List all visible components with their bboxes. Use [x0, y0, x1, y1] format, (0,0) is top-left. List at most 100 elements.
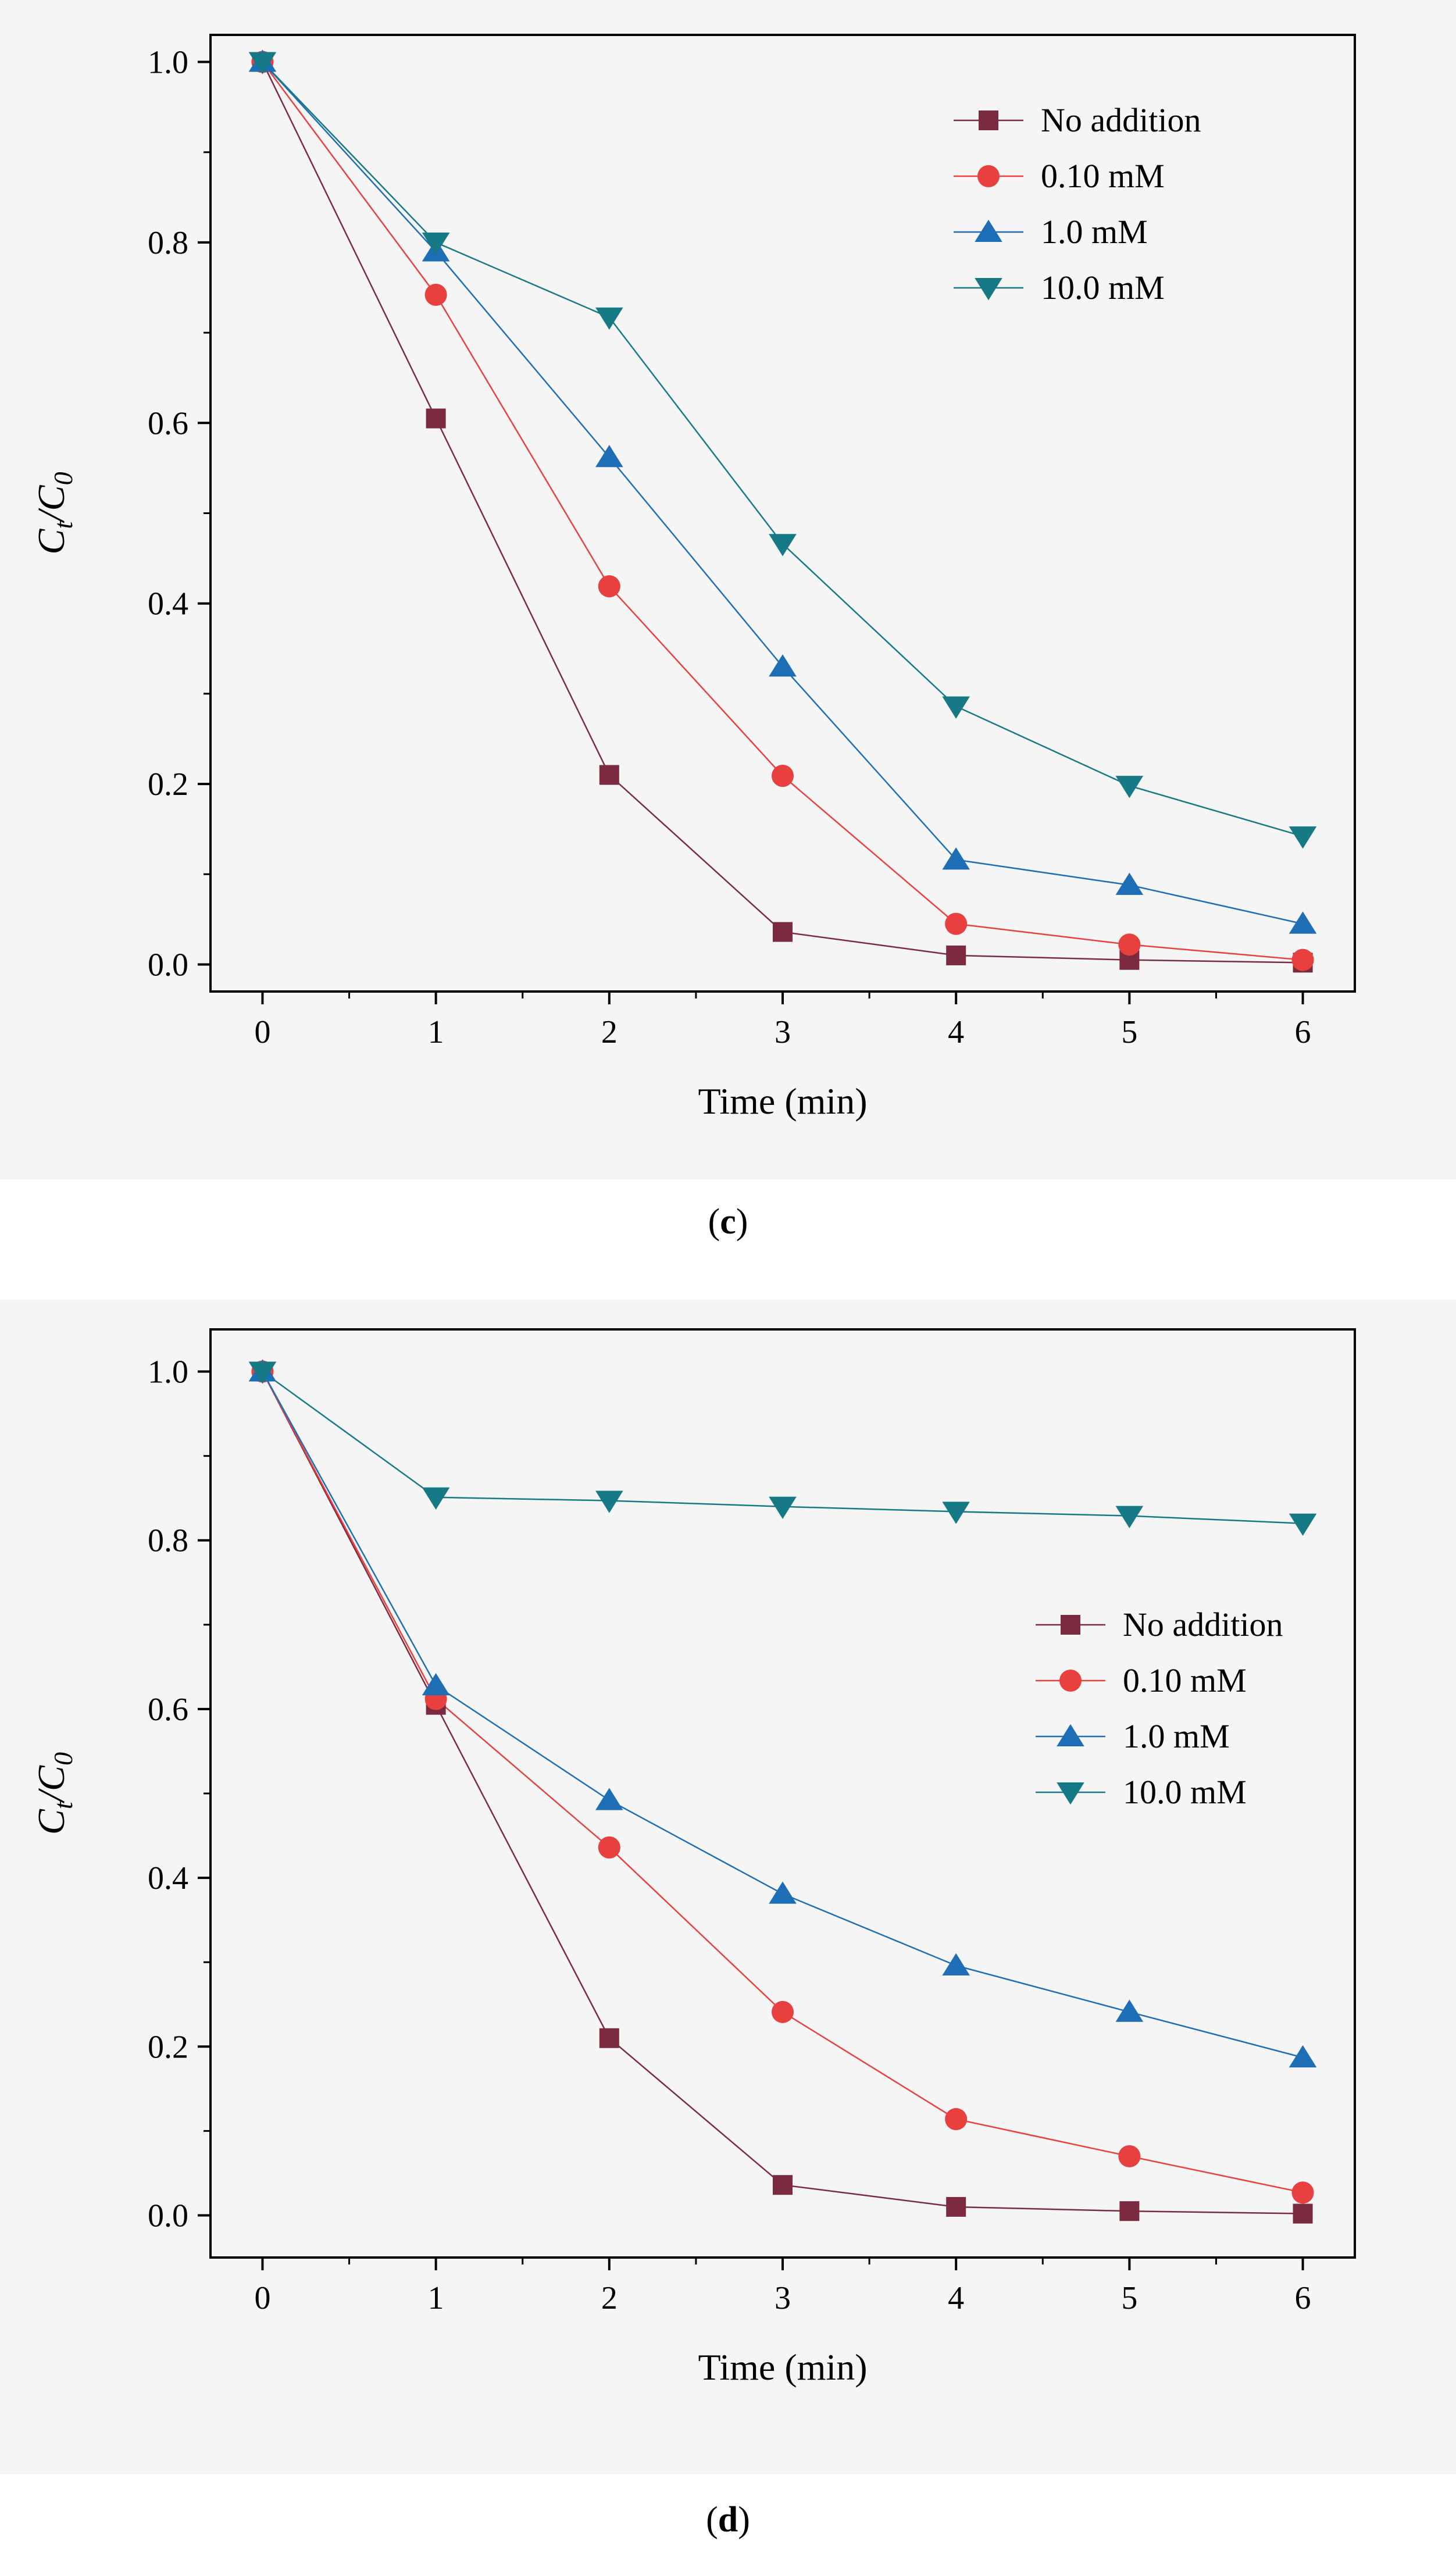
chart0-series-1-point: [1291, 948, 1314, 971]
chart1-y-tick-label: 0.0: [148, 2198, 188, 2234]
chart-d: 0 1 2 3 4 5 6 0.0 0.2 0.4 0.6 0.8 1.0 Time (min) Ct/C0…: [30, 1328, 1356, 2388]
chart1-series-2-point: [595, 1788, 623, 1810]
chart1-x-tick-label: 3: [775, 2280, 791, 2316]
caption-d: (d): [0, 2499, 1456, 2541]
chart1-series-3-point: [595, 1490, 623, 1513]
chart0-y-tick-label: 0.0: [148, 947, 188, 983]
chart1-legend-label: 1.0 mM: [1123, 1717, 1230, 1755]
chart0-series-3-point: [769, 534, 797, 557]
chart0-series-0-line: [262, 62, 1303, 964]
chart0-y-tick-label: 0.2: [148, 766, 188, 803]
chart1-series-2-point: [1115, 1999, 1144, 2022]
chart1-y-tick-label: 0.2: [148, 2029, 188, 2065]
chart1-y-axis-label-part: 0: [48, 1752, 78, 1766]
panel-c-background: [0, 0, 1456, 1179]
chart1-legend-label: 0.10 mM: [1123, 1661, 1247, 1699]
chart1-series-3-point: [1289, 1513, 1317, 1536]
chart1-x-tick-label: 4: [948, 2280, 964, 2316]
chart0-legend-label: No addition: [1041, 101, 1201, 139]
chart1-series-0-point: [1293, 2203, 1313, 2224]
chart0-y-tick-label: 0.8: [148, 225, 188, 261]
chart1-series-0-point: [1119, 2201, 1140, 2221]
chart0-series-0-point: [426, 408, 446, 429]
chart0-series-0-point: [773, 922, 793, 942]
chart0-legend-marker: [979, 110, 998, 130]
chart0-series-2-point: [942, 847, 970, 870]
chart0-series-1-point: [945, 912, 968, 935]
chart1-x-tick-label: 6: [1295, 2280, 1311, 2316]
chart-c: 0 1 2 3 4 5 6 0.0 0.2 0.4 0.6 0.8 1.0 Time (min) Ct/C0…: [30, 34, 1356, 1122]
chart0-series-2-point: [595, 445, 623, 468]
chart1-series-0-point: [946, 2196, 966, 2217]
chart1-x-tick-label: 0: [254, 2280, 270, 2316]
chart0-legend-marker: [977, 165, 1000, 188]
chart1-y-tick-label: 0.4: [148, 1860, 188, 1896]
panel-d-background: [0, 1300, 1456, 2474]
chart0-series-3-point: [422, 232, 450, 255]
chart1-series-3-point: [1115, 1506, 1144, 1528]
chart0-y-axis-label-part: t: [48, 521, 78, 529]
chart1-series-3-point: [769, 1496, 797, 1519]
chart0-series-1-point: [598, 575, 620, 598]
chart1-x-tick-label: 5: [1121, 2280, 1137, 2316]
chart0-series-0-point: [599, 765, 619, 785]
caption-d-close: ): [738, 2500, 750, 2540]
chart0-series-3-point: [248, 52, 277, 74]
caption-d-label: d: [718, 2500, 738, 2540]
chart0-x-tick-label: 1: [428, 1014, 444, 1050]
chart1-series-1-point: [598, 1836, 620, 1859]
chart0-x-tick-label: 3: [775, 1014, 791, 1050]
chart0-series-3-point: [1289, 826, 1317, 849]
chart0-y-tick-label: 0.4: [148, 586, 188, 622]
chart1-series-2-line: [262, 1371, 1303, 2059]
chart0-x-tick-label: 6: [1295, 1014, 1311, 1050]
chart1-legend-marker: [1057, 1782, 1084, 1805]
chart1-series-1-point: [771, 2000, 794, 2023]
chart0-x-tick-label: 0: [254, 1014, 270, 1050]
chart0-legend-label: 1.0 mM: [1041, 213, 1148, 251]
chart0-legend-label: 0.10 mM: [1041, 157, 1165, 195]
chart1-series-3-point: [942, 1502, 970, 1524]
chart0-plot-frame: [209, 34, 1356, 993]
chart0-legend-marker: [975, 278, 1002, 301]
chart1-series-2-point: [769, 1881, 797, 1904]
chart1-y-tick-label: 0.6: [148, 1692, 188, 1728]
caption-c-open: (: [708, 1202, 720, 1242]
chart1-series-3-point: [248, 1361, 277, 1384]
chart0-series-0-point: [946, 945, 966, 965]
chart0-series-3-point: [595, 307, 623, 330]
chart0-y-axis-label-part: C: [30, 529, 73, 555]
chart1-y-axis-label-part: t: [48, 1801, 78, 1809]
chart0-y-tick-label: 0.6: [148, 405, 188, 441]
chart0-series-3-point: [1115, 776, 1144, 798]
chart1-series-0-point: [599, 2028, 619, 2048]
chart1-series-2-point: [422, 1673, 450, 1696]
chart0-y-axis-label-part: C: [30, 484, 73, 511]
chart0-series-2-point: [769, 654, 797, 677]
chart1-legend-label: 10.0 mM: [1123, 1773, 1247, 1811]
chart1-legend-marker: [1057, 1724, 1084, 1746]
chart0-x-tick-label: 2: [601, 1014, 618, 1050]
chart0-series-3-point: [942, 696, 970, 719]
chart1-legend-marker: [1059, 1669, 1082, 1692]
chart1-y-axis-label-part: C: [30, 1765, 73, 1791]
chart0-series-1-line: [262, 61, 1303, 961]
chart1-y-tick-label: 0.8: [148, 1523, 188, 1559]
chart0-series-1-point: [424, 283, 447, 306]
chart1-y-tick-label: 1.0: [148, 1354, 188, 1390]
chart0-y-axis-label-part: 0: [48, 472, 78, 485]
chart1-series-2-point: [942, 1953, 970, 1975]
caption-c: (c): [0, 1201, 1456, 1243]
chart1-y-axis-label: Ct/C0: [30, 1752, 78, 1835]
chart0-x-axis-label: Time (min): [698, 1080, 868, 1122]
chart1-y-axis-label-part: C: [30, 1809, 73, 1835]
chart1-legend-label: No addition: [1123, 1606, 1283, 1643]
chart1-series-1-point: [1118, 2145, 1141, 2167]
chart1-x-axis-label: Time (min): [698, 2346, 868, 2388]
chart0-legend-marker: [975, 219, 1002, 242]
caption-c-label: c: [720, 1202, 736, 1242]
chart1-series-2-point: [1289, 2045, 1317, 2068]
caption-d-open: (: [706, 2500, 718, 2540]
chart0-x-tick-label: 4: [948, 1014, 964, 1050]
chart0-series-1-point: [771, 765, 794, 787]
